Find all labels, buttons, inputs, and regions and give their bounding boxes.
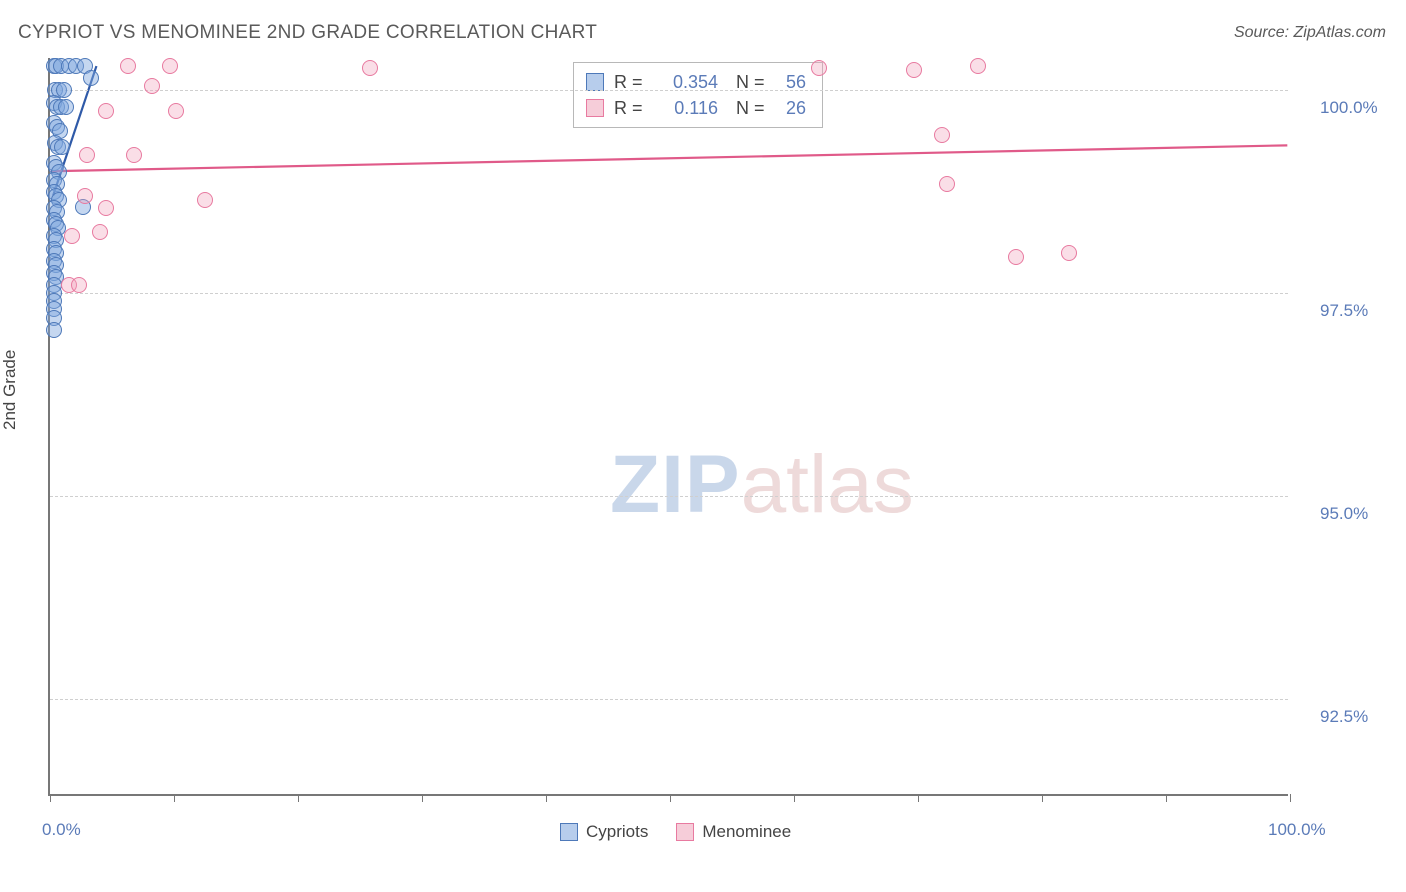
swatch-menominee [676,823,694,841]
legend-label-menominee: Menominee [702,822,791,842]
n-value-menominee: 26 [776,98,806,119]
r-value-menominee: 0.116 [658,98,718,119]
marker-cypriots [58,99,74,115]
x-tick [670,794,671,802]
marker-menominee [168,103,184,119]
x-tick-label-max: 100.0% [1268,820,1326,840]
x-tick [1166,794,1167,802]
marker-menominee [98,200,114,216]
swatch-cypriots [586,73,604,91]
legend-item-cypriots: Cypriots [560,822,648,842]
source-attribution: Source: ZipAtlas.com [1234,24,1386,42]
r-label: R = [614,98,648,119]
x-tick [298,794,299,802]
marker-menominee [934,127,950,143]
marker-cypriots [46,322,62,338]
marker-menominee [811,60,827,76]
marker-menominee [120,58,136,74]
y-tick-label: 97.5% [1320,301,1368,321]
x-tick [1290,794,1291,802]
marker-menominee [162,58,178,74]
marker-menominee [79,147,95,163]
y-tick-label: 95.0% [1320,504,1368,524]
stats-row-menominee: R = 0.116 N = 26 [586,95,806,121]
y-tick-label: 92.5% [1320,707,1368,727]
x-tick [546,794,547,802]
marker-menominee [197,192,213,208]
legend-item-menominee: Menominee [676,822,791,842]
series-legend: Cypriots Menominee [560,822,791,842]
y-tick-label: 100.0% [1320,98,1378,118]
swatch-cypriots [560,823,578,841]
n-value-cypriots: 56 [776,72,806,93]
r-value-cypriots: 0.354 [658,72,718,93]
marker-menominee [362,60,378,76]
gridline [50,293,1288,294]
marker-menominee [144,78,160,94]
chart-title: CYPRIOT VS MENOMINEE 2ND GRADE CORRELATI… [18,22,597,43]
y-axis-label: 2nd Grade [0,350,20,430]
x-tick [1042,794,1043,802]
marker-cypriots [83,70,99,86]
x-tick [174,794,175,802]
n-label: N = [736,72,766,93]
marker-menominee [1008,249,1024,265]
marker-cypriots [54,139,70,155]
legend-label-cypriots: Cypriots [586,822,648,842]
marker-menominee [77,188,93,204]
x-tick [918,794,919,802]
marker-menominee [71,277,87,293]
x-tick [422,794,423,802]
swatch-menominee [586,99,604,117]
marker-menominee [906,62,922,78]
marker-menominee [1061,245,1077,261]
marker-menominee [98,103,114,119]
gridline [50,496,1288,497]
marker-menominee [126,147,142,163]
marker-menominee [92,224,108,240]
gridline [50,699,1288,700]
x-tick [50,794,51,802]
trend-line-menominee [51,145,1288,171]
x-tick [794,794,795,802]
stats-legend: R = 0.354 N = 56 R = 0.116 N = 26 [573,62,823,128]
r-label: R = [614,72,648,93]
marker-menominee [970,58,986,74]
trend-lines [50,58,1288,794]
marker-menominee [64,228,80,244]
x-tick-label-min: 0.0% [42,820,81,840]
gridline [50,90,1288,91]
scatter-plot: ZIPatlas R =0.354N =56R =0.116N =26 92.5… [48,58,1288,796]
marker-menominee [939,176,955,192]
n-label: N = [736,98,766,119]
